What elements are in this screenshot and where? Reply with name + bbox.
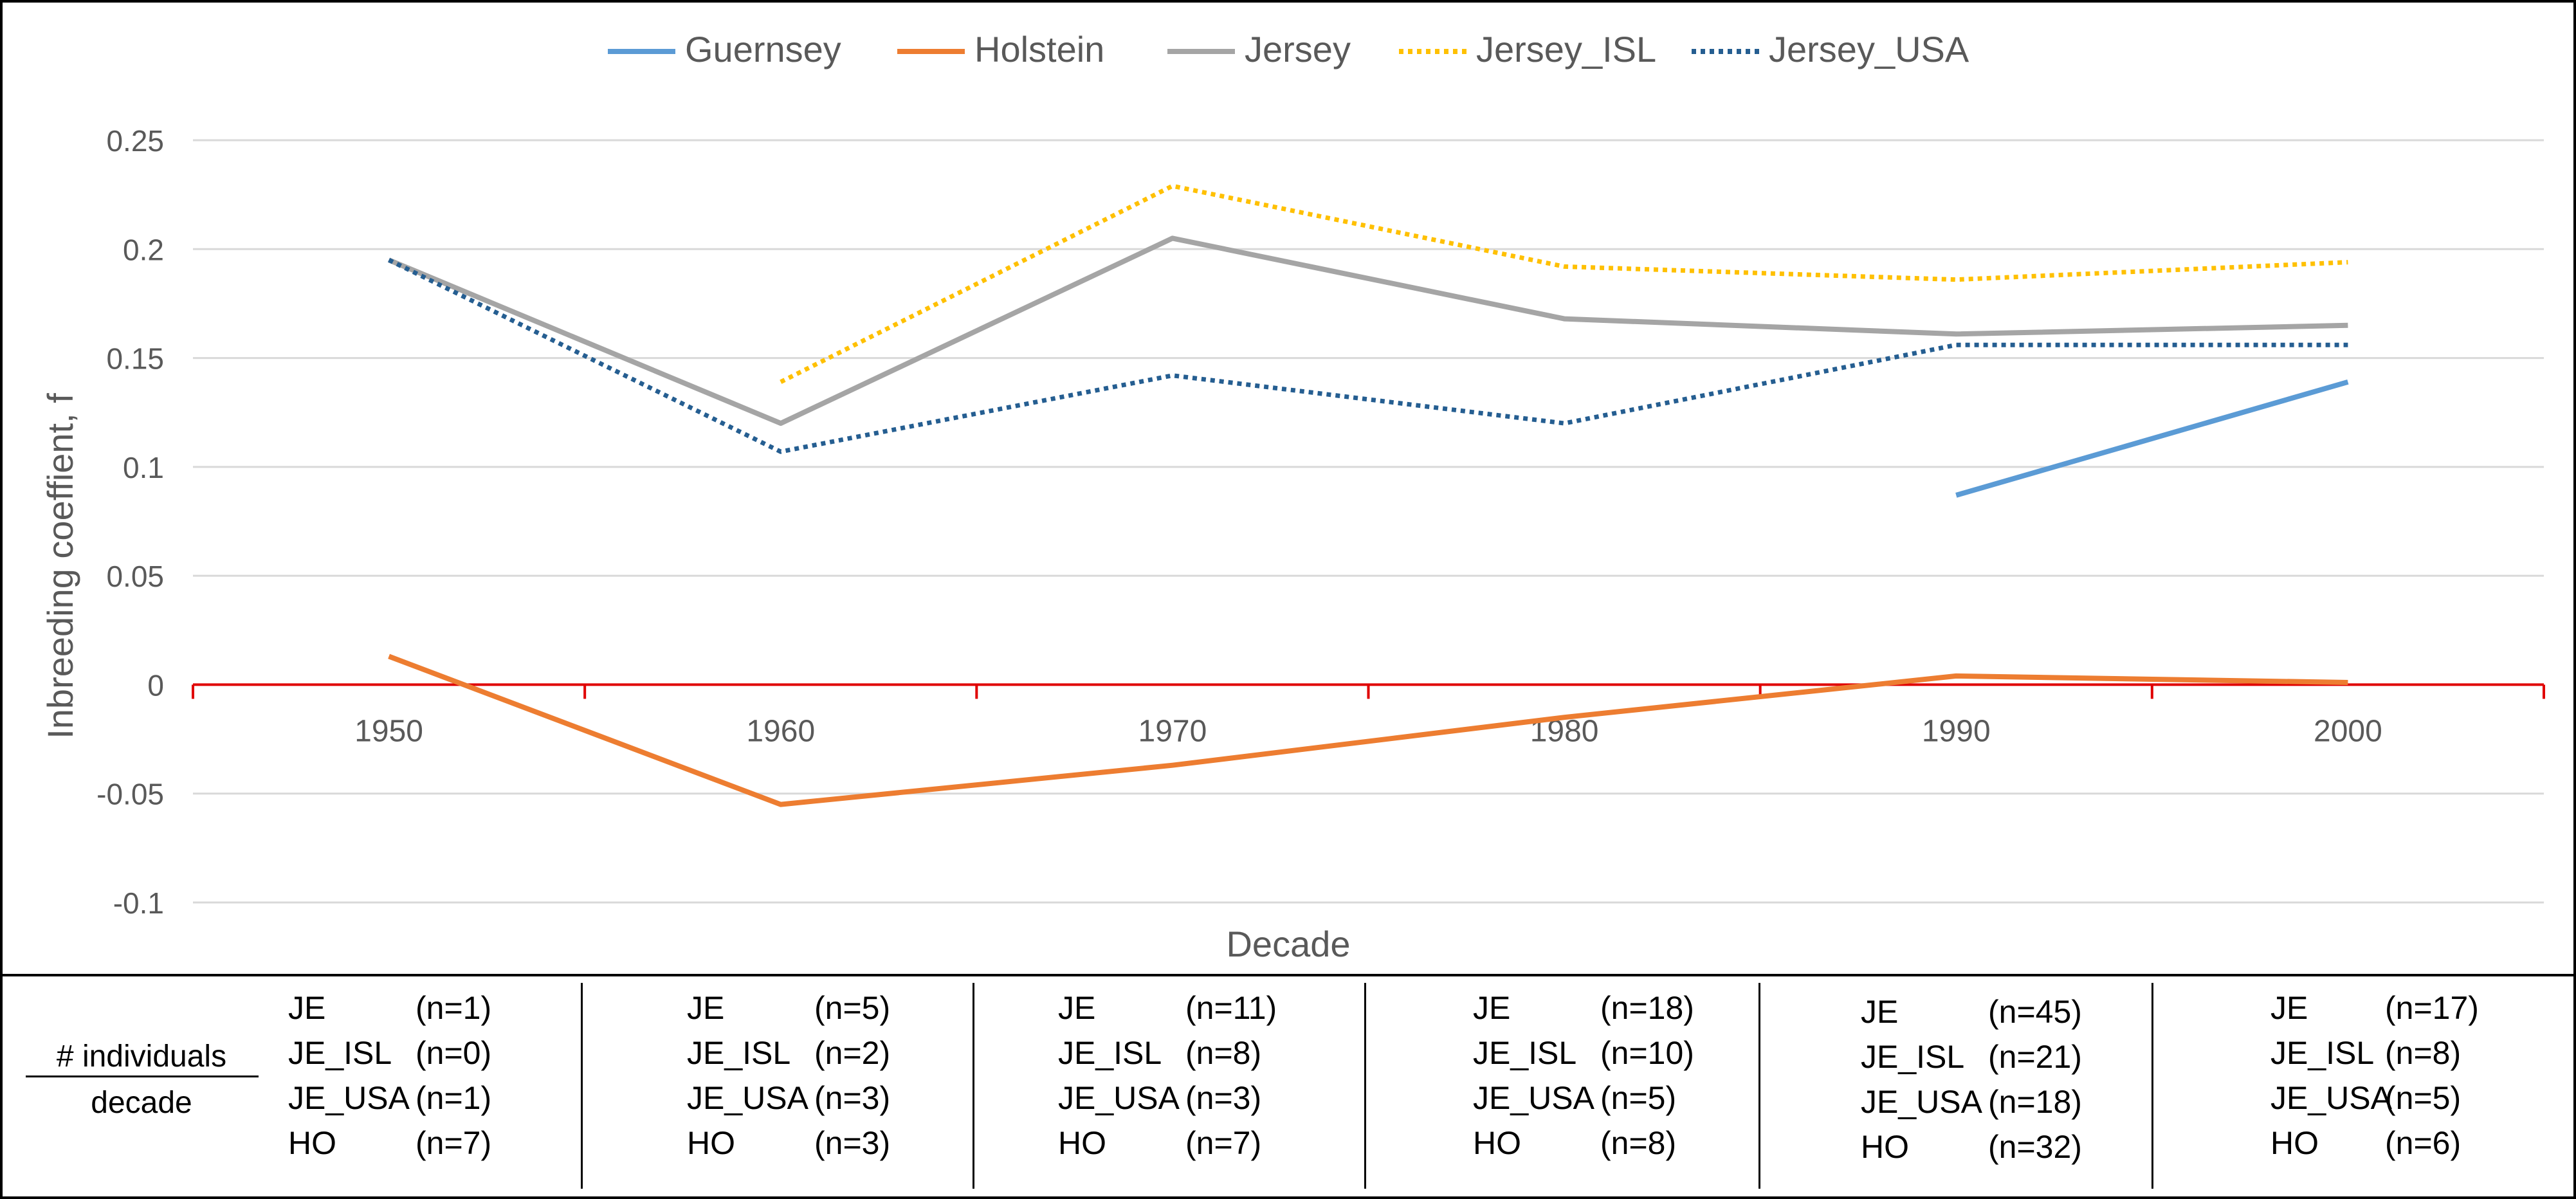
breed-code: JE_ISL (687, 1035, 791, 1071)
breed-code: JE (1861, 994, 1899, 1030)
breed-code: JE_USA (687, 1080, 808, 1116)
individual-count: (n=2) (814, 1035, 891, 1071)
series-line-jersey-isl (780, 183, 2348, 384)
row-label-decade: decade (91, 1086, 192, 1120)
line-chart: Guernsey Holstein Jersey Jersey_ISL Jersey_U… (40, 29, 2545, 964)
column-divider (1364, 983, 1366, 1189)
x-tick-label: 1950 (354, 714, 423, 748)
breed-code: JE_USA (1058, 1080, 1180, 1116)
individual-count: (n=11) (1185, 990, 1277, 1026)
y-tick-label: 0 (147, 668, 164, 702)
individual-count: (n=8) (1185, 1035, 1262, 1071)
individual-count: (n=7) (1185, 1125, 1262, 1161)
individual-count: (n=1) (416, 1080, 492, 1116)
breed-code: JE_ISL (1861, 1039, 1965, 1075)
y-tick-label: 0.05 (106, 560, 164, 593)
individual-count: (n=7) (416, 1125, 492, 1161)
y-axis-label: Inbreeding coeffient, f (40, 393, 80, 739)
individual-count: (n=5) (2385, 1080, 2462, 1116)
individual-count: (n=21) (1988, 1039, 2082, 1075)
breed-code: JE (687, 990, 725, 1026)
individual-count: (n=5) (814, 990, 891, 1026)
table-top-border (0, 974, 2576, 976)
breed-code: JE_ISL (288, 1035, 392, 1071)
breed-code: JE (288, 990, 326, 1026)
series-line-jersey (388, 235, 2348, 426)
y-tick-label: 0.2 (123, 233, 164, 266)
individual-count: (n=3) (1185, 1080, 1262, 1116)
y-tick-label: -0.05 (96, 778, 164, 811)
breed-code: JE_USA (288, 1080, 410, 1116)
legend-entry: Jersey_USA (1769, 29, 1969, 69)
row-label-fraction-bar (26, 1075, 259, 1077)
breed-code: JE (2270, 990, 2308, 1026)
breed-code: JE_USA (1473, 1080, 1594, 1116)
breed-code: JE_USA (2270, 1080, 2392, 1116)
individual-count: (n=5) (1600, 1080, 1677, 1116)
y-tick-label: 0.15 (106, 342, 164, 376)
individual-count: (n=3) (814, 1080, 891, 1116)
individual-count: (n=0) (416, 1035, 492, 1071)
individual-count: (n=10) (1600, 1035, 1694, 1071)
row-label-individuals: # individuals (56, 1039, 227, 1074)
y-tick-label: -0.1 (113, 886, 164, 920)
series-line-holstein (388, 654, 2348, 807)
breed-code: JE (1473, 990, 1511, 1026)
individual-count: (n=17) (2385, 990, 2479, 1026)
x-axis-label: Decade (1226, 924, 1350, 964)
y-axis-ticks: -0.1 -0.05 0 0.05 0.1 0.15 0.2 0.25 (96, 124, 164, 920)
column-divider (973, 983, 974, 1189)
gridlines (193, 139, 2544, 904)
series-line-jersey-usa (388, 258, 2348, 454)
legend-entry: Jersey_ISL (1476, 29, 1656, 69)
individual-count: (n=3) (814, 1125, 891, 1161)
y-tick-label: 0.1 (123, 451, 164, 484)
individual-count: (n=8) (2385, 1035, 2462, 1071)
legend-entry: Jersey (1245, 29, 1351, 69)
individuals-table: JE (n=1) JE_ISL (n=0) JE_USA (n=1) HO (n=7) JE (n… (0, 974, 2576, 1199)
breed-code: JE_ISL (1058, 1035, 1162, 1071)
individual-count: (n=18) (1988, 1084, 2082, 1120)
breed-code: JE (1058, 990, 1096, 1026)
x-tick-label: 1970 (1138, 714, 1207, 748)
breed-code: HO (2270, 1125, 2319, 1161)
breed-code: HO (1058, 1125, 1106, 1161)
legend: Guernsey Holstein Jersey Jersey_ISL Jersey_U… (608, 29, 1969, 69)
breed-code: JE_ISL (2270, 1035, 2375, 1071)
series-line-guernsey (1955, 379, 2349, 498)
series-lines (388, 183, 2349, 807)
x-tick-label: 1990 (1922, 714, 1991, 748)
column-divider (581, 983, 583, 1189)
column-divider (1758, 983, 1760, 1189)
individual-count: (n=1) (416, 990, 492, 1026)
breed-code: HO (687, 1125, 735, 1161)
individual-count: (n=6) (2385, 1125, 2462, 1161)
breed-code: HO (288, 1125, 336, 1161)
individual-count: (n=8) (1600, 1125, 1677, 1161)
column-divider (2151, 983, 2153, 1189)
breed-code: JE_USA (1861, 1084, 1982, 1120)
y-tick-label: 0.25 (106, 124, 164, 158)
individual-count: (n=32) (1988, 1129, 2082, 1165)
individual-count: (n=18) (1600, 990, 1694, 1026)
legend-entry: Guernsey (685, 29, 841, 69)
breed-code: JE_ISL (1473, 1035, 1577, 1071)
legend-entry: Holstein (974, 29, 1104, 69)
x-tick-label: 1960 (746, 714, 815, 748)
x-axis: 1950 1960 1970 1980 1990 2000 (192, 683, 2545, 748)
breed-code: HO (1861, 1129, 1909, 1165)
breed-code: HO (1473, 1125, 1521, 1161)
individual-count: (n=45) (1988, 994, 2082, 1030)
x-tick-label: 2000 (2314, 714, 2382, 748)
